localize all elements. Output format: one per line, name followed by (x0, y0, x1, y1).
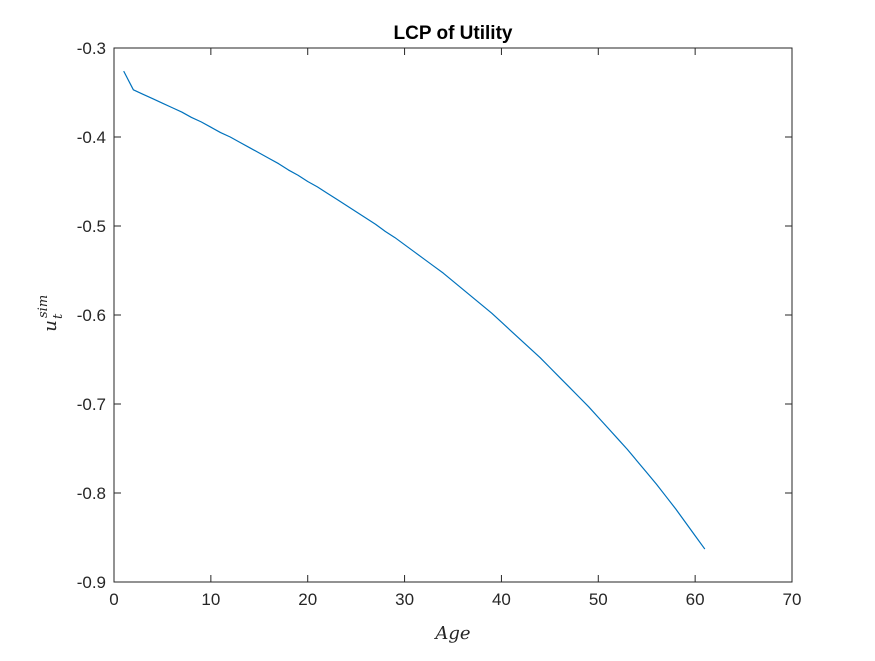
y-tick-label: -0.7 (77, 395, 106, 414)
y-axis-label-subscript: t (51, 313, 66, 319)
x-axis-label: Age (433, 623, 470, 644)
x-tick-label: 20 (298, 590, 317, 609)
y-tick-label: -0.5 (77, 217, 106, 236)
y-tick-label: -0.8 (77, 484, 106, 503)
x-tick-label: 10 (201, 590, 220, 609)
x-tick-label: 0 (109, 590, 118, 609)
y-tick-label: -0.3 (77, 39, 106, 58)
y-tick-label: -0.4 (77, 128, 106, 147)
y-tick-label: -0.9 (77, 573, 106, 592)
x-tick-label: 60 (686, 590, 705, 609)
x-tick-label: 40 (492, 590, 511, 609)
x-tick-label: 30 (395, 590, 414, 609)
x-tick-label: 50 (589, 590, 608, 609)
chart-title: LCP of Utility (394, 23, 513, 44)
x-tick-label: 70 (783, 590, 802, 609)
y-axis-label-main: u (40, 320, 61, 332)
plot-area (114, 48, 792, 582)
series-layer (123, 70, 706, 550)
x-axis: 0 10 20 30 40 50 60 70 (109, 48, 801, 609)
y-axis: -0.9 -0.8 -0.7 -0.6 -0.5 -0.4 -0.3 (77, 39, 792, 592)
series-line-0 (123, 70, 706, 550)
y-axis-label-superscript: sim (36, 295, 51, 318)
y-axis-label: u t sim (36, 295, 66, 332)
y-tick-label: -0.6 (77, 306, 106, 325)
axes-box (113, 47, 793, 583)
